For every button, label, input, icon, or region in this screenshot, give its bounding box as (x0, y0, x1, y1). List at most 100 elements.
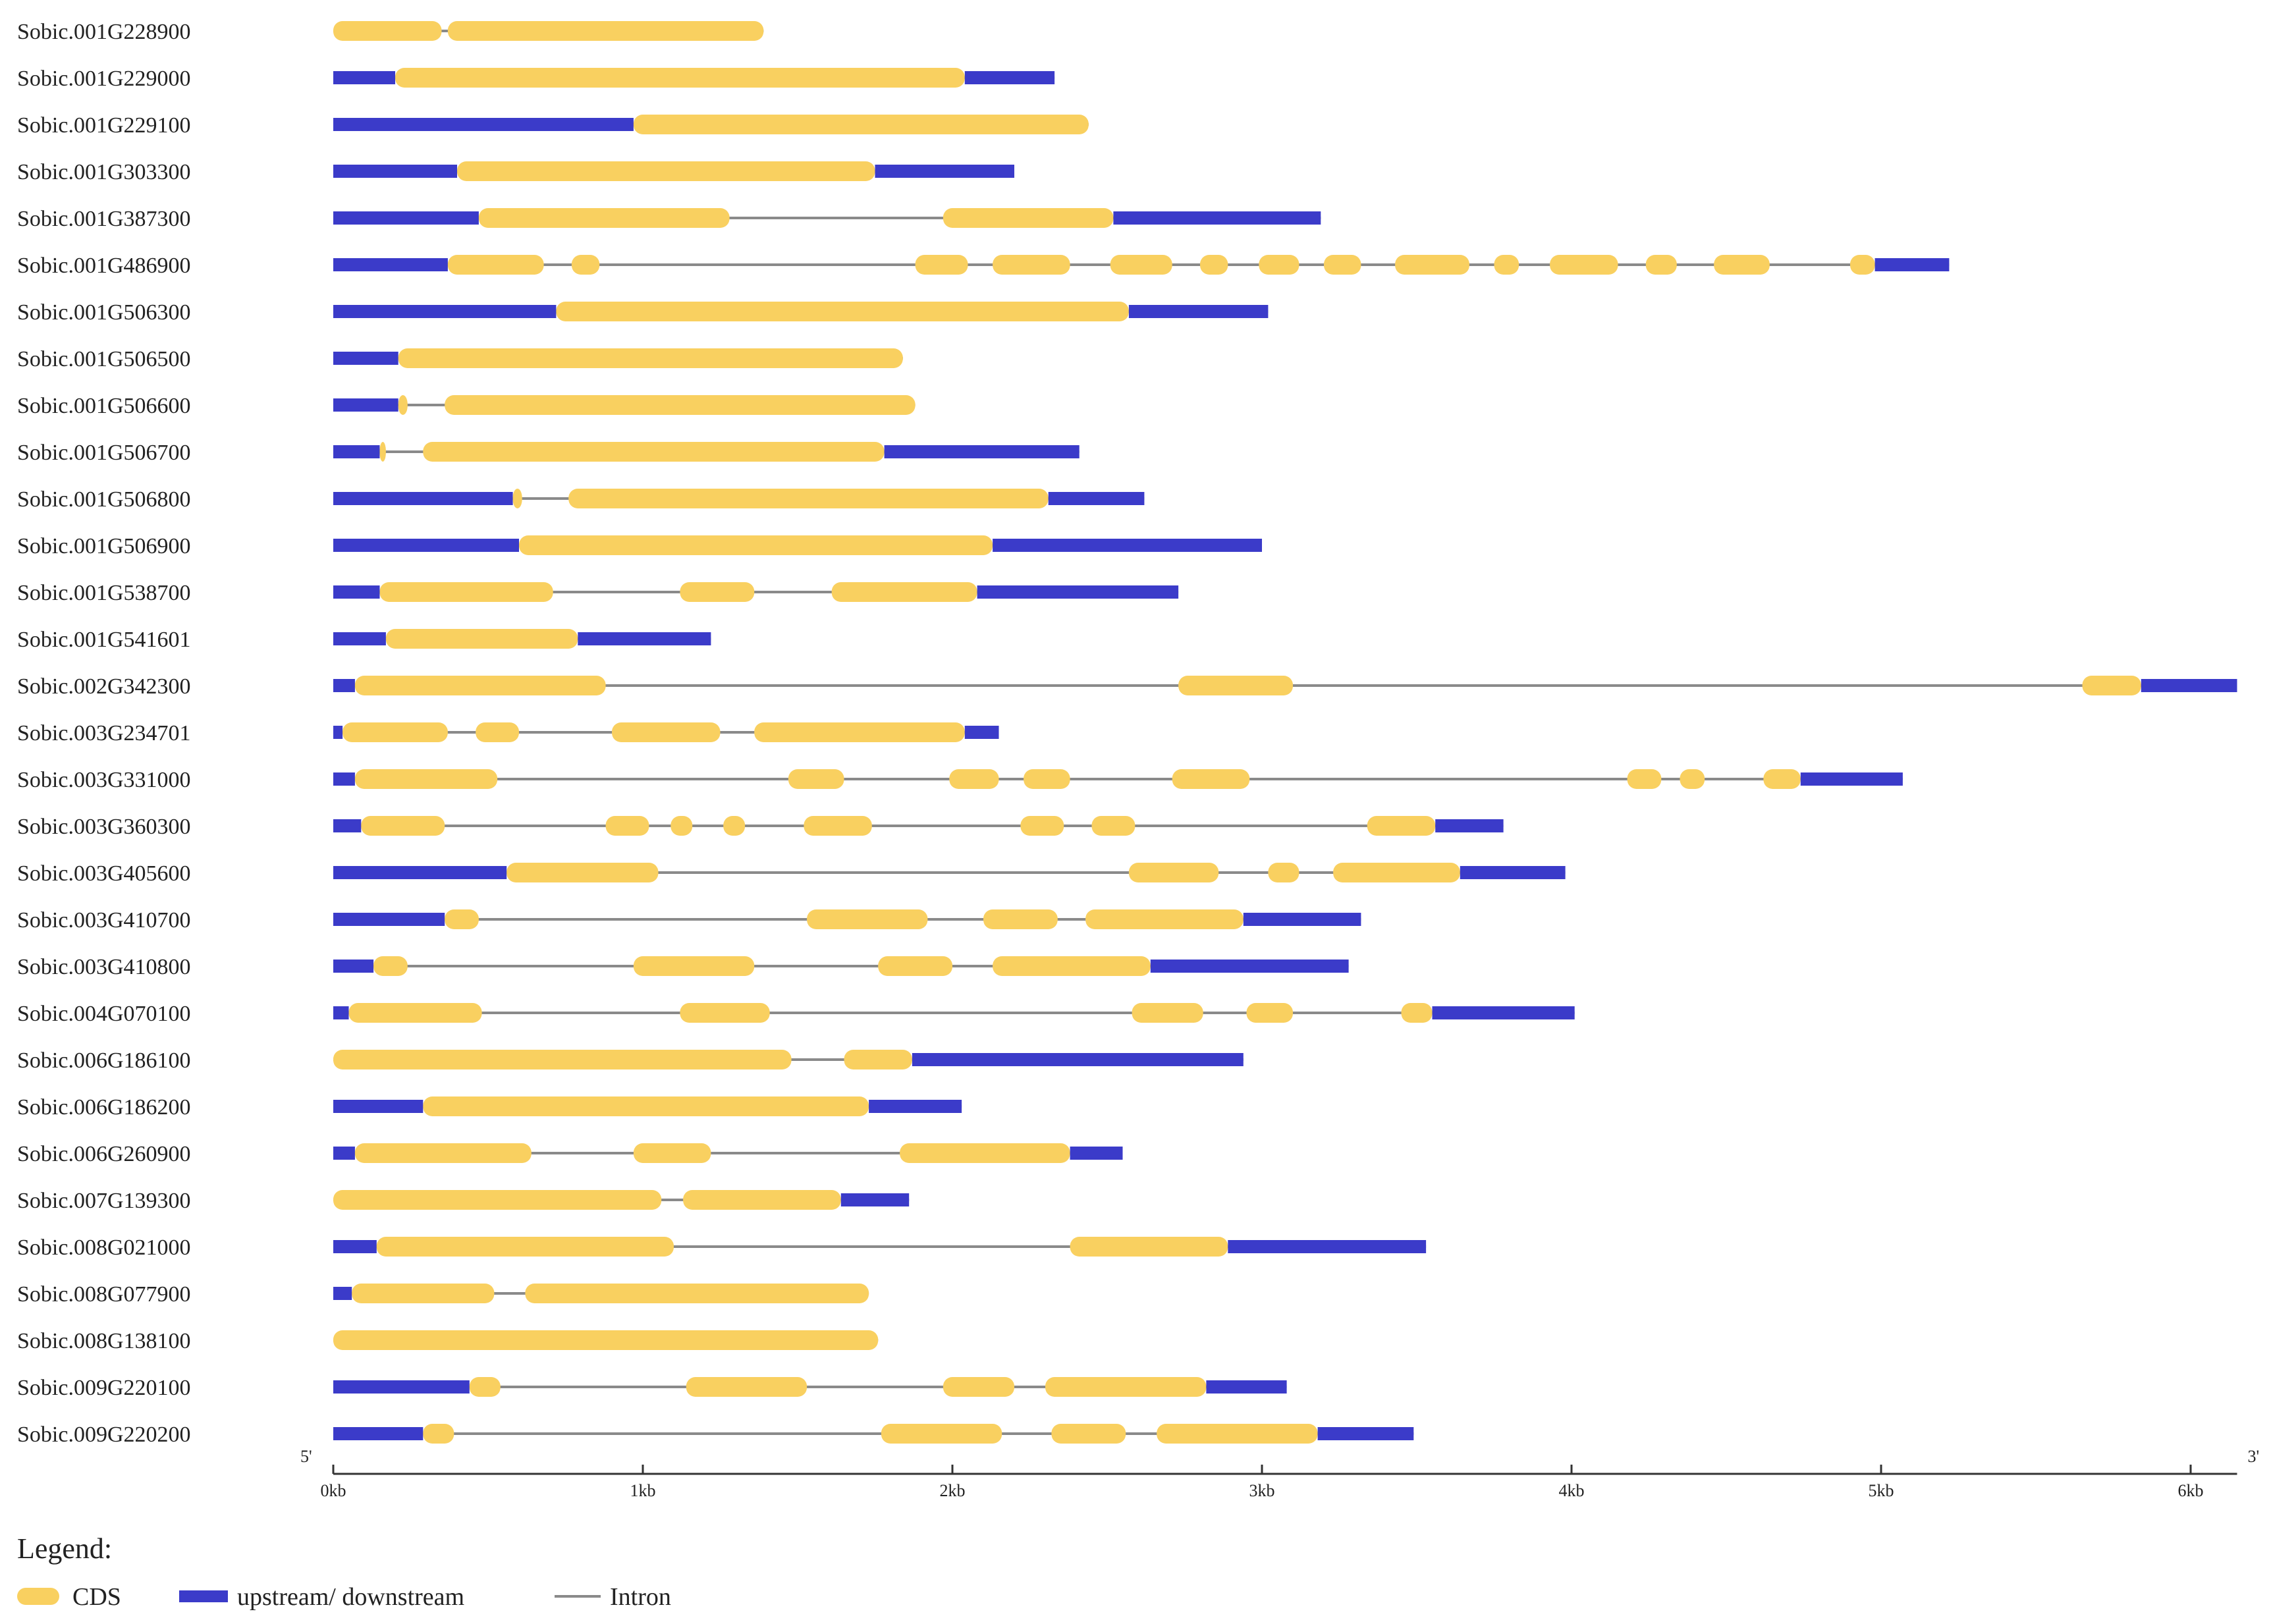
cds-exon (1246, 1003, 1293, 1023)
gene-name: Sobic.001G486900 (17, 254, 191, 278)
gene-row: Sobic.001G486900 (17, 254, 1950, 278)
cds-exon (633, 115, 1089, 134)
utr-region (333, 772, 355, 786)
axis-tick-label: 0kb (321, 1481, 346, 1500)
utr-region (333, 1240, 377, 1253)
gene-name: Sobic.001G506800 (17, 487, 191, 512)
cds-exon (469, 1377, 501, 1397)
utr-region (333, 960, 374, 973)
utr-region (333, 398, 398, 412)
legend-title: Legend: (17, 1532, 112, 1565)
gene-row: Sobic.003G410800 (17, 955, 1349, 979)
cds-exon (379, 442, 386, 462)
cds-exon (512, 489, 522, 508)
cds-exon (983, 909, 1058, 929)
cds-exon (525, 1284, 869, 1303)
cds-exon (1324, 255, 1361, 275)
cds-exon (1367, 816, 1436, 836)
gene-row: Sobic.001G538700 (17, 581, 1179, 605)
gene-row: Sobic.004G070100 (17, 1002, 1575, 1026)
utr-region (333, 118, 634, 131)
gene-row: Sobic.001G228900 (17, 20, 764, 44)
utr-region (912, 1053, 1244, 1066)
gene-row: Sobic.003G234701 (17, 721, 999, 745)
gene-name: Sobic.001G303300 (17, 160, 191, 184)
utr-region (977, 585, 1179, 599)
gene-row: Sobic.003G331000 (17, 768, 1903, 792)
cds-exon (385, 629, 578, 649)
gene-name: Sobic.004G070100 (17, 1002, 191, 1026)
cds-exon (1172, 769, 1250, 789)
utr-region (1228, 1240, 1427, 1253)
cds-exon (379, 582, 553, 602)
utr-region (333, 913, 445, 926)
gene-name: Sobic.003G410700 (17, 908, 191, 933)
cds-exon (1494, 255, 1519, 275)
gene-name: Sobic.001G506500 (17, 347, 191, 371)
cds-exon (1550, 255, 1618, 275)
gene-name: Sobic.001G229000 (17, 67, 191, 91)
cds-exon (445, 909, 479, 929)
utr-region (1800, 772, 1903, 786)
utr-region (1048, 492, 1145, 505)
cds-exon (943, 1377, 1014, 1397)
axis-tick-label: 3kb (1249, 1481, 1275, 1500)
cds-exon (354, 676, 606, 695)
cds-exon (1763, 769, 1801, 789)
legend-intron-label: Intron (610, 1583, 671, 1611)
gene-name: Sobic.001G506700 (17, 441, 191, 465)
gene-row: Sobic.003G405600 (17, 861, 1566, 886)
utr-region (1128, 305, 1269, 318)
gene-row: Sobic.001G303300 (17, 160, 1014, 184)
cds-exon (447, 255, 544, 275)
cds-exon (354, 769, 498, 789)
gene-name: Sobic.008G021000 (17, 1235, 191, 1260)
gene-row: Sobic.001G506500 (17, 347, 903, 371)
gene-row: Sobic.008G021000 (17, 1235, 1427, 1260)
gene-name: Sobic.006G260900 (17, 1142, 191, 1166)
cds-exon (949, 769, 999, 789)
cds-exon (670, 816, 693, 836)
legend: Legend: CDS upstream/ downstream Intron (17, 1532, 671, 1611)
cds-exon (680, 1003, 770, 1023)
length-axis: 5' 3' 0kb 1kb 2kb 3kb 4kb 5kb 6kb (300, 1447, 2259, 1500)
utr-region (333, 258, 448, 271)
cds-exon (1128, 863, 1219, 882)
legend-cds-swatch (17, 1588, 59, 1605)
utr-region (333, 819, 362, 832)
utr-region (1432, 1006, 1575, 1019)
gene-row: Sobic.001G506700 (17, 441, 1080, 465)
cds-exon (376, 1237, 674, 1257)
cds-exon (844, 1050, 912, 1069)
cds-exon (881, 1424, 1002, 1444)
cds-exon (519, 535, 993, 555)
gene-name: Sobic.001G538700 (17, 581, 191, 605)
utr-region (333, 726, 343, 739)
cds-exon (333, 1330, 879, 1350)
cds-exon (333, 1050, 792, 1069)
cds-exon (1333, 863, 1460, 882)
cds-exon (568, 489, 1049, 508)
cds-exon (395, 68, 965, 88)
cds-exon (900, 1143, 1070, 1163)
axis-tick-label: 1kb (630, 1481, 656, 1500)
gene-name: Sobic.001G506300 (17, 300, 191, 325)
cds-exon (915, 255, 968, 275)
gene-name: Sobic.009G220100 (17, 1376, 191, 1400)
cds-exon (633, 1143, 711, 1163)
utr-region (869, 1100, 962, 1113)
utr-region (840, 1193, 910, 1206)
gene-row: Sobic.001G229000 (17, 67, 1055, 91)
cds-exon (2082, 676, 2141, 695)
cds-exon (361, 816, 445, 836)
cds-exon (447, 21, 764, 41)
cds-exon (993, 255, 1070, 275)
cds-exon (352, 1284, 495, 1303)
cds-exon (788, 769, 844, 789)
cds-exon (1627, 769, 1662, 789)
axis-tick-label: 4kb (1559, 1481, 1585, 1500)
gene-name: Sobic.001G506600 (17, 394, 191, 418)
cds-exon (1850, 255, 1875, 275)
cds-exon (943, 208, 1114, 228)
